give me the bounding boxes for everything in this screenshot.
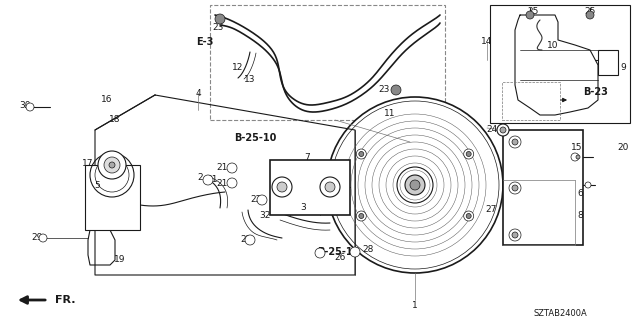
Text: 12: 12 [232, 63, 244, 73]
Bar [85, 165, 140, 230]
Circle shape [245, 235, 255, 245]
Circle shape [104, 157, 120, 173]
Circle shape [464, 211, 474, 221]
Text: 15: 15 [572, 143, 583, 153]
Text: 5: 5 [94, 180, 100, 189]
Circle shape [98, 151, 126, 179]
Text: 28: 28 [362, 245, 374, 254]
Circle shape [585, 182, 591, 188]
Text: FR.: FR. [55, 295, 76, 305]
Text: 31: 31 [206, 175, 218, 185]
Circle shape [39, 234, 47, 242]
Text: 21: 21 [216, 164, 228, 172]
Circle shape [359, 213, 364, 219]
Circle shape [576, 155, 580, 159]
Circle shape [359, 151, 364, 156]
Circle shape [512, 139, 518, 145]
Text: 23: 23 [212, 23, 224, 33]
Bar [270, 160, 350, 215]
Circle shape [356, 211, 366, 221]
Text: 20: 20 [618, 142, 628, 151]
Circle shape [277, 182, 287, 192]
Text: B-25-10: B-25-10 [317, 247, 359, 257]
Circle shape [512, 185, 518, 191]
Text: 4: 4 [195, 89, 201, 98]
Circle shape [325, 182, 335, 192]
Text: 7: 7 [304, 153, 310, 162]
Text: E-3: E-3 [196, 37, 214, 47]
Text: B-23: B-23 [584, 87, 609, 97]
Text: 9: 9 [620, 62, 626, 71]
Text: 19: 19 [115, 255, 125, 265]
Circle shape [509, 136, 521, 148]
Circle shape [509, 229, 521, 241]
Text: 22: 22 [250, 196, 262, 204]
Text: 11: 11 [384, 108, 396, 117]
Text: B-25-10: B-25-10 [234, 133, 276, 143]
Text: SZTAB2400A: SZTAB2400A [533, 308, 587, 317]
Text: 29: 29 [31, 233, 43, 242]
Text: 21: 21 [216, 179, 228, 188]
Text: 25: 25 [527, 7, 539, 17]
Circle shape [327, 97, 503, 273]
Circle shape [497, 124, 509, 136]
Text: 26: 26 [334, 253, 346, 262]
Text: 18: 18 [109, 116, 121, 124]
Circle shape [410, 180, 420, 190]
Circle shape [464, 149, 474, 159]
Polygon shape [515, 15, 598, 115]
Bar [210, 5, 445, 120]
Circle shape [500, 127, 506, 133]
Circle shape [272, 177, 292, 197]
Circle shape [356, 149, 366, 159]
Circle shape [512, 232, 518, 238]
Text: 17: 17 [83, 158, 93, 167]
Text: 2: 2 [197, 172, 203, 181]
Circle shape [350, 247, 360, 257]
Circle shape [227, 178, 237, 188]
Text: 13: 13 [244, 76, 256, 84]
Circle shape [109, 162, 115, 168]
Circle shape [509, 182, 521, 194]
Circle shape [466, 213, 471, 219]
Bar [598, 50, 618, 75]
Circle shape [257, 195, 267, 205]
Bar [503, 130, 583, 245]
Text: 22: 22 [241, 236, 252, 244]
Text: 10: 10 [547, 41, 559, 50]
Text: 16: 16 [101, 95, 113, 105]
Text: 25: 25 [584, 7, 596, 17]
Text: 24: 24 [486, 125, 498, 134]
Circle shape [315, 248, 325, 258]
Circle shape [26, 103, 34, 111]
Circle shape [320, 177, 340, 197]
Text: 14: 14 [481, 37, 493, 46]
Bar [490, 5, 630, 123]
Circle shape [466, 151, 471, 156]
Text: 1: 1 [412, 300, 418, 309]
Text: 3: 3 [300, 204, 306, 212]
Circle shape [586, 11, 594, 19]
Circle shape [215, 14, 225, 24]
Circle shape [526, 11, 534, 19]
Bar [502, 82, 560, 120]
Circle shape [391, 85, 401, 95]
Text: 30: 30 [19, 100, 31, 109]
Circle shape [405, 175, 425, 195]
Text: 32: 32 [259, 211, 271, 220]
Text: 27: 27 [485, 205, 497, 214]
Circle shape [203, 175, 213, 185]
Text: 23: 23 [378, 85, 390, 94]
Circle shape [571, 153, 579, 161]
Circle shape [227, 163, 237, 173]
Text: 8: 8 [577, 211, 583, 220]
Text: 6: 6 [577, 188, 583, 197]
